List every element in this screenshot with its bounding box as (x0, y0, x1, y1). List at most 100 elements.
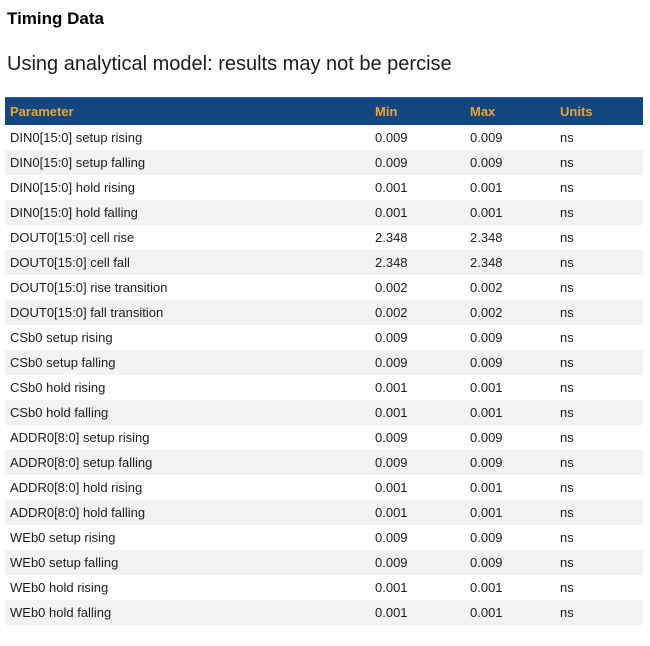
table-row: CSb0 setup falling 0.009 0.009 ns (5, 350, 643, 375)
cell-parameter: ADDR0[8:0] setup falling (10, 455, 153, 470)
cell-min: 0.009 (375, 430, 408, 445)
cell-units: ns (560, 430, 574, 445)
cell-max: 0.001 (470, 380, 503, 395)
cell-max: 0.009 (470, 455, 503, 470)
cell-parameter: DOUT0[15:0] fall transition (10, 305, 164, 320)
cell-parameter: DIN0[15:0] setup rising (10, 130, 143, 145)
cell-min: 2.348 (375, 255, 408, 270)
cell-max: 0.009 (470, 330, 503, 345)
cell-max: 0.009 (470, 530, 503, 545)
cell-units: ns (560, 530, 574, 545)
cell-units: ns (560, 280, 574, 295)
table-row: ADDR0[8:0] hold falling 0.001 0.001 ns (5, 500, 643, 525)
table-row: CSb0 hold rising 0.001 0.001 ns (5, 375, 643, 400)
cell-max: 0.001 (470, 480, 503, 495)
cell-units: ns (560, 555, 574, 570)
table-row: DIN0[15:0] setup rising 0.009 0.009 ns (5, 125, 643, 150)
cell-min: 0.009 (375, 355, 408, 370)
cell-max: 0.002 (470, 305, 503, 320)
cell-min: 0.009 (375, 330, 408, 345)
cell-parameter: DIN0[15:0] setup falling (10, 155, 146, 170)
cell-max: 0.001 (470, 205, 503, 220)
cell-units: ns (560, 505, 574, 520)
cell-parameter: WEb0 hold falling (10, 605, 112, 620)
cell-units: ns (560, 130, 574, 145)
cell-parameter: WEb0 hold rising (10, 580, 109, 595)
cell-parameter: DOUT0[15:0] rise transition (10, 280, 168, 295)
cell-units: ns (560, 605, 574, 620)
cell-max: 0.001 (470, 605, 503, 620)
table-body: DIN0[15:0] setup rising 0.009 0.009 ns D… (5, 125, 643, 625)
table-row: WEb0 setup rising 0.009 0.009 ns (5, 525, 643, 550)
cell-min: 0.001 (375, 580, 408, 595)
table-row: WEb0 hold falling 0.001 0.001 ns (5, 600, 643, 625)
cell-parameter: CSb0 setup rising (10, 330, 113, 345)
cell-max: 0.009 (470, 155, 503, 170)
cell-units: ns (560, 230, 574, 245)
cell-parameter: ADDR0[8:0] setup rising (10, 430, 150, 445)
table-header: Parameter Min Max Units (5, 97, 643, 125)
cell-parameter: DOUT0[15:0] cell fall (10, 255, 130, 270)
cell-max: 0.009 (470, 555, 503, 570)
table-row: DIN0[15:0] setup falling 0.009 0.009 ns (5, 150, 643, 175)
cell-parameter: WEb0 setup rising (10, 530, 116, 545)
column-header-min: Min (370, 97, 465, 125)
cell-min: 0.009 (375, 130, 408, 145)
cell-max: 0.009 (470, 130, 503, 145)
cell-max: 0.001 (470, 580, 503, 595)
cell-max: 0.001 (470, 180, 503, 195)
cell-units: ns (560, 580, 574, 595)
cell-max: 2.348 (470, 255, 503, 270)
column-header-max: Max (465, 97, 555, 125)
cell-units: ns (560, 155, 574, 170)
cell-max: 0.009 (470, 430, 503, 445)
cell-min: 0.002 (375, 305, 408, 320)
cell-max: 0.009 (470, 355, 503, 370)
cell-min: 0.001 (375, 380, 408, 395)
cell-parameter: DIN0[15:0] hold rising (10, 180, 136, 195)
cell-min: 0.001 (375, 505, 408, 520)
cell-units: ns (560, 455, 574, 470)
cell-parameter: DOUT0[15:0] cell rise (10, 230, 135, 245)
cell-parameter: ADDR0[8:0] hold falling (10, 505, 146, 520)
cell-max: 0.002 (470, 280, 503, 295)
table-row: WEb0 setup falling 0.009 0.009 ns (5, 550, 643, 575)
cell-min: 0.009 (375, 555, 408, 570)
page-title: Timing Data (7, 9, 104, 28)
cell-max: 0.001 (470, 505, 503, 520)
table-row: DIN0[15:0] hold rising 0.001 0.001 ns (5, 175, 643, 200)
cell-min: 0.009 (375, 455, 408, 470)
cell-min: 0.009 (375, 530, 408, 545)
cell-min: 2.348 (375, 230, 408, 245)
cell-min: 0.001 (375, 405, 408, 420)
cell-units: ns (560, 480, 574, 495)
table-row: DIN0[15:0] hold falling 0.001 0.001 ns (5, 200, 643, 225)
cell-parameter: CSb0 hold rising (10, 380, 106, 395)
timing-data-table: Parameter Min Max Units DIN0[15:0] setup… (5, 97, 643, 625)
cell-min: 0.001 (375, 205, 408, 220)
cell-parameter: ADDR0[8:0] hold rising (10, 480, 143, 495)
cell-units: ns (560, 355, 574, 370)
cell-max: 0.001 (470, 405, 503, 420)
cell-parameter: DIN0[15:0] hold falling (10, 205, 138, 220)
table-row: ADDR0[8:0] hold rising 0.001 0.001 ns (5, 475, 643, 500)
table-row: ADDR0[8:0] setup falling 0.009 0.009 ns (5, 450, 643, 475)
table-row: CSb0 hold falling 0.001 0.001 ns (5, 400, 643, 425)
cell-min: 0.009 (375, 155, 408, 170)
cell-max: 2.348 (470, 230, 503, 245)
cell-parameter: CSb0 hold falling (10, 405, 109, 420)
table-row: WEb0 hold rising 0.001 0.001 ns (5, 575, 643, 600)
cell-units: ns (560, 205, 574, 220)
column-header-parameter: Parameter (5, 97, 370, 125)
cell-parameter: WEb0 setup falling (10, 555, 119, 570)
cell-parameter: CSb0 setup falling (10, 355, 116, 370)
table-row: DOUT0[15:0] cell rise 2.348 2.348 ns (5, 225, 643, 250)
cell-min: 0.001 (375, 605, 408, 620)
cell-units: ns (560, 180, 574, 195)
table-row: DOUT0[15:0] cell fall 2.348 2.348 ns (5, 250, 643, 275)
cell-units: ns (560, 405, 574, 420)
column-header-units: Units (555, 97, 643, 125)
table-header-row: Parameter Min Max Units (5, 97, 643, 125)
cell-min: 0.002 (375, 280, 408, 295)
table-row: ADDR0[8:0] setup rising 0.009 0.009 ns (5, 425, 643, 450)
